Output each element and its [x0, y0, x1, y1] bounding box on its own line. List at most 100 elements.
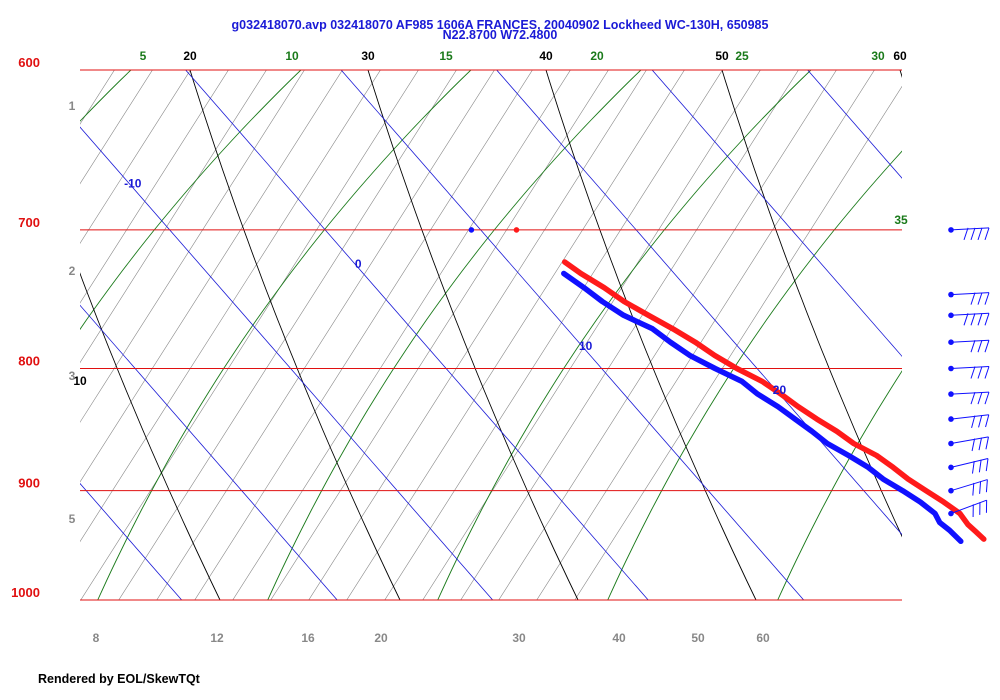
mixing-ratio-line — [80, 70, 267, 364]
isobars — [80, 69, 902, 601]
wind-barb-flag — [984, 292, 990, 305]
wind-barb-column — [948, 227, 990, 518]
wind-barb — [948, 227, 990, 241]
wind-barb — [948, 479, 988, 496]
mixing-ratio-line — [80, 70, 381, 543]
wind-barb-shaft — [950, 499, 987, 514]
pressure-label: 600 — [18, 55, 40, 70]
mixing-ratio-label: 1 — [69, 99, 76, 113]
wind-barb-flag — [971, 438, 976, 452]
wind-barb — [948, 499, 988, 518]
mixing-ratio-label: 3 — [69, 369, 76, 383]
mixing-ratio-label: 60 — [756, 631, 770, 645]
wind-barb — [948, 291, 990, 305]
temperature-trace — [561, 259, 987, 542]
mixing-ratio-line — [0, 55, 48, 620]
wind-barb-flag — [972, 504, 974, 518]
mixing-ratio-label: 20 — [374, 631, 388, 645]
wind-barb-flag — [971, 460, 975, 474]
mixing-ratio-line — [384, 70, 723, 600]
mixing-ratio-line — [80, 70, 343, 483]
moist-adiabat-label: 10 — [285, 49, 299, 63]
wind-barb-flag — [984, 366, 990, 379]
moist-adiabat-label: 30 — [871, 49, 885, 63]
wind-barb-flag — [979, 502, 981, 515]
mixing-ratio-label: 30 — [512, 631, 526, 645]
wind-barb-flag — [970, 292, 976, 305]
mixing-ratio-label: 8 — [93, 631, 100, 645]
mixing-ratio-line — [232, 70, 571, 600]
mixing-ratio-line — [80, 70, 419, 600]
mixing-ratio-label: 50 — [691, 631, 705, 645]
isotherm-line — [80, 482, 183, 600]
mixing-ratio-label: 16 — [301, 631, 315, 645]
wind-barb-flag — [970, 366, 976, 379]
wind-barb-flag — [985, 458, 989, 472]
moist-adiabat-label: 25 — [735, 49, 749, 63]
wind-barb-shaft — [950, 312, 990, 316]
wind-barb — [948, 458, 989, 474]
isotherm-line — [807, 70, 902, 179]
axis-labels: 6007008009001000-20-10010203040102030405… — [11, 49, 908, 645]
mixing-ratio-line — [80, 70, 191, 244]
mixing-ratio-line — [422, 70, 761, 600]
dry-adiabat-label: 60 — [893, 49, 907, 63]
mixing-ratio-label: 12 — [210, 631, 224, 645]
isotherm-label: -10 — [124, 177, 142, 191]
moist-adiabat-label: 20 — [590, 49, 604, 63]
wind-barb-flag — [977, 292, 983, 305]
mixing-ratio-line — [574, 85, 902, 600]
mixing-ratio-line — [118, 70, 457, 600]
wind-barb-flag — [971, 415, 976, 428]
mixing-ratio-line — [156, 70, 495, 600]
dry-adiabat-label: 30 — [361, 49, 375, 63]
dry-adiabat-line — [80, 272, 221, 600]
wind-barb-flag — [977, 391, 983, 405]
wind-barb-flag — [963, 227, 969, 241]
dry-adiabat-label: 10 — [73, 374, 87, 388]
isotherm-line — [185, 70, 649, 600]
wind-barb-shaft — [950, 458, 989, 468]
isotherm-line — [496, 70, 902, 536]
wind-barb-flag — [984, 227, 990, 241]
wind-barb-flag — [985, 436, 989, 450]
dry-adiabat-line — [899, 70, 902, 78]
renderer-credit: Rendered by EOL/SkewTQt — [38, 672, 200, 686]
wind-barb-flag — [985, 414, 990, 428]
moist-adiabat-label: 15 — [439, 49, 453, 63]
isotherm-line — [0, 30, 70, 650]
wind-barb-shaft — [950, 339, 990, 343]
wind-barb-flag — [977, 366, 983, 379]
isotherm-label: 0 — [355, 257, 362, 271]
wind-barb — [948, 436, 989, 452]
isotherm-label: 10 — [579, 339, 593, 353]
wind-barb-shaft — [950, 479, 988, 492]
mixing-ratio-line — [194, 70, 533, 600]
mixing-ratio-line — [270, 70, 609, 600]
pressure-label: 900 — [18, 476, 40, 491]
wind-barb-flag — [970, 313, 976, 326]
moist-adiabat-label: 35 — [894, 213, 908, 227]
moist-adiabat-line — [607, 150, 902, 600]
wind-barb-shaft — [950, 227, 990, 231]
dry-adiabat-line — [721, 70, 902, 538]
wind-barb-flag — [984, 313, 990, 326]
dry-adiabat-label: 40 — [539, 49, 553, 63]
mixing-ratio-line — [346, 70, 685, 600]
mixing-ratio-line — [80, 70, 115, 125]
isotherm-line — [340, 70, 805, 600]
mixing-ratio-line — [536, 70, 875, 600]
wind-barb-flag — [970, 227, 976, 241]
wind-barb-flag — [970, 391, 976, 405]
temperature-point — [513, 227, 520, 233]
wind-barb-flag — [979, 481, 982, 494]
wind-barb-flag — [977, 313, 983, 326]
wind-barb — [948, 365, 990, 379]
isotherm-line — [928, 30, 1000, 650]
mixing-ratio-line — [0, 55, 10, 620]
dewpoint-point — [468, 227, 475, 233]
isotherm-label: 20 — [773, 383, 787, 397]
moist-adiabats — [80, 70, 902, 600]
wind-barb — [948, 414, 990, 428]
dewpoint-trace — [561, 270, 964, 545]
